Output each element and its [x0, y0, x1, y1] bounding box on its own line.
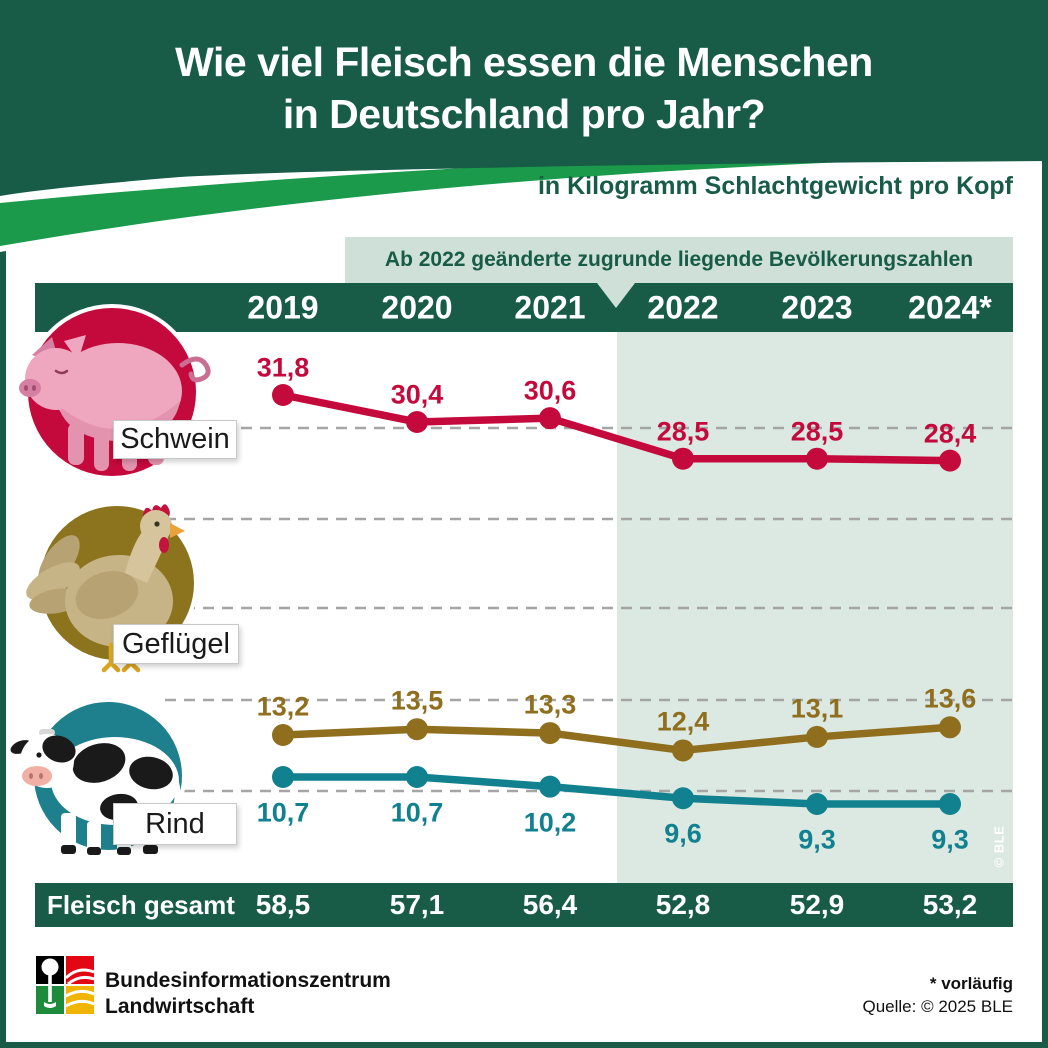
chicken-eye-icon: [154, 521, 160, 527]
cow-nostril-left: [29, 773, 33, 779]
footer-org-line2: Landwirtschaft: [105, 995, 255, 1018]
total-value-2020: 57,1: [389, 889, 445, 920]
total-row-band: [35, 883, 1013, 927]
total-value-2024*: 53,2: [922, 889, 978, 920]
series-plate-schwein-label: Schwein: [120, 423, 230, 455]
data-point-geflügel-2021: [539, 722, 561, 745]
source-credit: Quelle: © 2025 BLE: [862, 997, 1013, 1016]
population-note-band: Ab 2022 geänderte zugrunde liegende Bevö…: [345, 237, 1013, 283]
header-background: [0, 0, 1048, 196]
data-point-rind-2020: [406, 766, 428, 788]
ble-watermark: © BLE: [984, 810, 1014, 882]
series-plate-schwein: Schwein: [113, 420, 237, 459]
value-label-geflügel-2021: 13,3: [523, 689, 577, 720]
pig-ear-right-icon: [64, 335, 86, 361]
pig-tail-icon: [179, 356, 211, 383]
frame-border-bottom: [0, 1042, 1048, 1048]
value-label-schwein-2023: 28,5: [790, 416, 844, 447]
chicken-wing: [75, 570, 139, 620]
chicken-beak-icon: [170, 523, 185, 538]
data-point-geflügel-2020: [406, 718, 428, 741]
total-row-label: Fleisch gesamt: [47, 890, 235, 920]
footer-org-line1: Bundesinformationszentrum: [105, 969, 391, 992]
value-label-rind-2021: 10,2: [523, 807, 577, 838]
value-label-schwein-2020: 30,4: [390, 379, 444, 410]
logo-field-lines-icon: [64, 968, 94, 1008]
page-title-line2: in Deutschland pro Jahr?: [282, 91, 766, 137]
value-label-geflügel-2020: 13,5: [390, 685, 444, 716]
note-band-notch: [597, 283, 635, 308]
pig-body: [54, 343, 182, 439]
cow-eye-icon: [36, 752, 42, 758]
chart-subtitle: in Kilogramm Schlachtgewicht pro Kopf: [537, 172, 1013, 200]
pig-illustration: [19, 304, 211, 480]
value-label-rind-2024*: 9,3: [931, 824, 969, 855]
data-point-schwein-2019: [272, 384, 294, 406]
highlighted-period-region: [617, 332, 1013, 883]
data-point-rind-2021: [539, 775, 561, 798]
data-point-rind-2019: [272, 766, 294, 788]
swoosh-white-stripe: [0, 139, 1048, 252]
series-plate-rind: Rind: [113, 803, 237, 845]
footer-organization: Bundesinformationszentrum Landwirtschaft: [105, 968, 391, 1020]
value-label-geflügel-2022: 12,4: [656, 706, 710, 737]
pig-nostril-right: [32, 385, 36, 391]
ble-watermark-text: © BLE: [991, 825, 1007, 867]
cow-muzzle-icon: [22, 766, 52, 786]
cow-nostril-right: [39, 773, 43, 779]
logo-tree-icon: [41, 958, 59, 1008]
bzl-logo: [36, 956, 94, 1014]
total-value-2022: 52,8: [655, 889, 711, 920]
total-value-2021: 56,4: [522, 889, 578, 920]
page-title-line1: Wie viel Fleisch essen die Menschen: [175, 39, 873, 85]
data-point-schwein-2021: [539, 407, 561, 430]
value-label-schwein-2019: 31,8: [256, 352, 310, 383]
series-plate-rind-label: Rind: [145, 807, 205, 840]
year-label-2022: 2022: [647, 289, 719, 326]
frame-border-right: [1042, 158, 1048, 1048]
value-label-rind-2023: 9,3: [798, 824, 836, 855]
value-label-rind-2019: 10,7: [256, 797, 310, 828]
total-value-2019: 58,5: [255, 889, 311, 920]
value-label-schwein-2021: 30,6: [523, 375, 577, 406]
pig-snout-icon: [19, 379, 41, 397]
cow-head-patch: [42, 735, 76, 763]
data-point-schwein-2020: [406, 411, 428, 434]
preliminary-footnote: * vorläufig: [929, 974, 1013, 993]
year-label-2024*: 2024*: [908, 289, 992, 326]
pig-nostril-left: [24, 385, 28, 391]
pig-head: [25, 348, 87, 410]
pig-eye-icon: [54, 369, 69, 375]
value-label-geflügel-2019: 13,2: [256, 691, 310, 722]
value-label-rind-2022: 9,6: [664, 818, 702, 849]
series-plate-gefluegel: Geflügel: [113, 624, 239, 664]
year-label-2020: 2020: [381, 289, 453, 326]
year-label-2023: 2023: [781, 289, 853, 326]
value-label-rind-2020: 10,7: [390, 797, 444, 828]
header-swoosh: [0, 0, 1048, 252]
value-label-geflügel-2024*: 13,6: [923, 683, 977, 714]
cow-horn-icon: [39, 729, 55, 736]
year-label-2019: 2019: [247, 289, 319, 326]
value-label-schwein-2022: 28,5: [656, 416, 710, 447]
frame-border-left: [0, 246, 6, 1048]
data-point-geflügel-2019: [272, 724, 294, 746]
chicken-wattle-icon: [159, 537, 169, 553]
series-plate-gefluegel-label: Geflügel: [121, 627, 230, 660]
total-value-2023: 52,9: [789, 889, 845, 920]
value-label-geflügel-2023: 13,1: [790, 693, 844, 724]
year-header-band: [35, 283, 1013, 332]
year-label-2021: 2021: [514, 289, 586, 326]
page-title: Wie viel Fleisch essen die Menschen in D…: [0, 36, 1048, 140]
value-label-schwein-2024*: 28,4: [923, 418, 977, 449]
